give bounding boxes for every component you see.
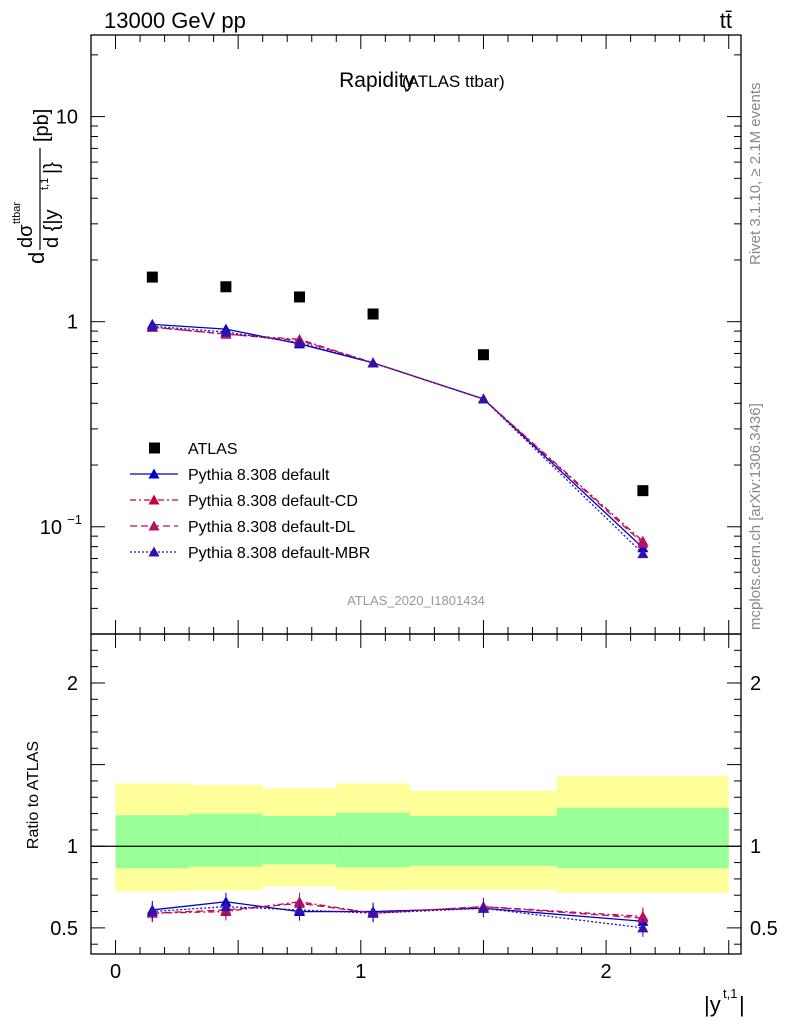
ratio-plot-panel: 0.5 0.5 1 1 2 2 0 1 2 xyxy=(50,633,778,983)
ratio-data-point xyxy=(637,922,649,933)
svg-text:t,1: t,1 xyxy=(723,986,737,1001)
data-point xyxy=(477,349,489,361)
legend-marker xyxy=(148,520,160,531)
legend-marker xyxy=(148,468,160,479)
series-4 xyxy=(146,320,649,559)
svg-text:|y: |y xyxy=(704,992,721,1017)
data-point xyxy=(367,357,379,368)
uncertainty-band-stat xyxy=(115,815,190,869)
series-line xyxy=(152,323,644,549)
svg-text:ttbar: ttbar xyxy=(11,202,23,224)
legend-label: Pythia 8.308 default xyxy=(188,467,330,484)
x-tick-label: 1 xyxy=(355,961,366,983)
series-1 xyxy=(146,318,649,553)
legend-entry: Pythia 8.308 default xyxy=(130,467,330,484)
ratio-data-point xyxy=(367,907,379,918)
legend-entry: ATLAS xyxy=(149,441,238,458)
ratio-series-line xyxy=(152,906,643,929)
y-tick-label: 10 xyxy=(40,517,62,539)
process-label: tt̄ xyxy=(720,8,732,33)
data-point xyxy=(367,308,379,320)
series-3 xyxy=(146,321,649,548)
legend-marker xyxy=(148,494,160,505)
data-point xyxy=(293,291,305,303)
data-point xyxy=(146,320,158,331)
svg-text:[pb]: [pb] xyxy=(31,109,53,142)
ratio-data-point xyxy=(220,901,232,912)
data-point xyxy=(220,326,232,337)
y-tick-label: 1 xyxy=(67,312,78,334)
x-tick-label: 0 xyxy=(110,961,121,983)
svg-text:|}: |} xyxy=(41,162,63,174)
ratio-y-tick-label-left: 2 xyxy=(67,673,78,695)
ratio-data-point xyxy=(477,902,489,913)
main-plot-panel: 10 −1 1 10 Rapidity (ATLAS ttbar) ATLAS_202… xyxy=(40,34,742,635)
series-2 xyxy=(146,321,649,546)
x-tick-label: 2 xyxy=(601,961,612,983)
mcplots-source-label: mcplots.cern.ch [arXiv:1306.3436] xyxy=(747,403,764,630)
ratio-y-tick-label-right: 0.5 xyxy=(750,918,778,940)
series-line xyxy=(152,325,644,555)
data-point xyxy=(637,485,649,497)
legend-label: Pythia 8.308 default-MBR xyxy=(188,545,370,562)
legend-marker xyxy=(149,442,160,454)
ratio-data-point xyxy=(293,904,305,915)
legend-label: Pythia 8.308 default-CD xyxy=(188,493,358,510)
ratio-data-point xyxy=(146,906,158,917)
ratio-data-point xyxy=(637,912,649,923)
ratio-y-tick-label-right: 1 xyxy=(750,836,761,858)
analysis-id-label: ATLAS_2020_I1801434 xyxy=(347,593,485,608)
legend-label: ATLAS xyxy=(188,441,238,458)
svg-text:d: d xyxy=(24,252,49,264)
uncertainty-band-stat xyxy=(189,813,263,867)
data-point xyxy=(146,271,158,283)
ratio-y-tick-label-left: 0.5 xyxy=(50,918,78,940)
data-point xyxy=(637,548,649,559)
energy-label: 13000 GeV pp xyxy=(104,8,246,33)
ratio-series-3 xyxy=(146,897,649,937)
ratio-plot-frame xyxy=(90,633,742,955)
data-point xyxy=(637,537,649,548)
ratio-y-tick-label-left: 1 xyxy=(67,836,78,858)
legend-label: Pythia 8.308 default-DL xyxy=(188,519,355,536)
y-tick-label: 10 xyxy=(56,107,78,129)
svg-text:|: | xyxy=(739,992,745,1017)
legend-entry: Pythia 8.308 default-MBR xyxy=(130,545,370,562)
uncertainty-band-stat xyxy=(409,816,558,866)
uncertainty-band-stat xyxy=(262,816,337,865)
svg-text:d {|y: d {|y xyxy=(41,209,63,248)
data-point xyxy=(220,281,232,293)
legend-entry: Pythia 8.308 default-DL xyxy=(130,519,355,536)
series-line xyxy=(152,326,644,544)
ratio-y-axis-label: Ratio to ATLAS xyxy=(25,741,42,849)
ratio-series-line xyxy=(152,902,643,919)
svg-text:t,1: t,1 xyxy=(39,178,51,190)
data-point xyxy=(477,393,489,404)
uncertainty-band-stat xyxy=(336,812,410,868)
legend-marker xyxy=(148,546,160,557)
rivet-version-label: Rivet 3.1.10, ≥ 2.1M events xyxy=(747,83,764,266)
svg-text:dσ: dσ xyxy=(15,224,37,248)
uncertainty-band-stat xyxy=(557,807,729,869)
series-0 xyxy=(146,271,649,497)
x-axis-label: |y t,1 | xyxy=(704,986,745,1017)
data-point xyxy=(293,337,305,348)
y-tick-label-exponent: −1 xyxy=(67,512,82,527)
plot-title: Rapidity xyxy=(339,69,415,92)
ratio-y-tick-label-right: 2 xyxy=(750,673,761,695)
plot-subtitle: (ATLAS ttbar) xyxy=(402,72,505,91)
main-y-axis-label: d dσ ttbar d {|y t,1 |} [pb] xyxy=(11,109,63,264)
legend-entry: Pythia 8.308 default-CD xyxy=(130,493,358,510)
